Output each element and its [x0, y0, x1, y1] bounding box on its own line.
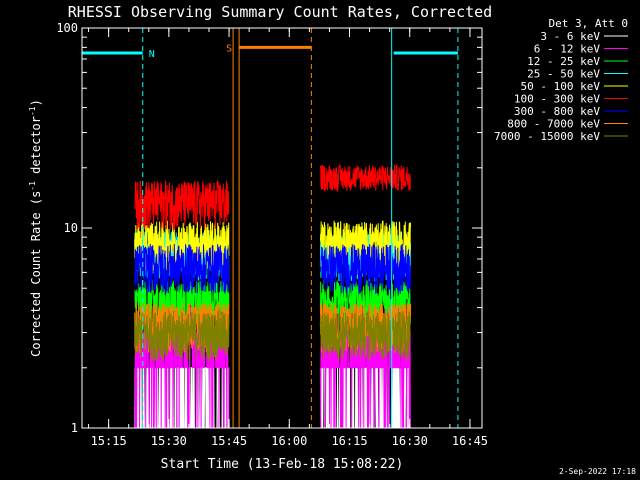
flag-label: N	[149, 49, 155, 60]
x-axis: 15:15 15:30 15:45 16:00 16:15 16:30 16:45	[88, 28, 488, 448]
flag-label: S	[226, 43, 232, 54]
y-axis: 1 10 100	[56, 21, 482, 435]
series-line	[134, 311, 230, 362]
x-tick-label: 15:45	[211, 434, 247, 448]
series-line	[319, 163, 412, 192]
x-tick-label: 16:15	[331, 434, 367, 448]
legend-label: 300 - 800 keV	[514, 105, 600, 118]
x-tick-label: 15:30	[151, 434, 187, 448]
y-axis-label-sup1: -1	[28, 181, 37, 191]
series-polyline	[319, 163, 412, 192]
x-tick-label: 15:15	[91, 434, 127, 448]
legend-item: 12 - 25 keV	[527, 55, 628, 68]
y-axis-label-sup2: -1	[28, 106, 37, 116]
series-line	[134, 243, 230, 294]
series-polyline	[319, 311, 412, 362]
legend-label: 7000 - 15000 keV	[494, 130, 600, 143]
series-line	[319, 311, 412, 362]
x-tick-label: 16:30	[392, 434, 428, 448]
chart-title: RHESSI Observing Summary Count Rates, Co…	[68, 3, 492, 21]
series-line	[134, 179, 230, 231]
legend-label: 800 - 7000 keV	[507, 118, 600, 131]
legend-item: 3 - 6 keV	[540, 30, 628, 43]
legend-item: 25 - 50 keV	[527, 68, 628, 81]
legend-item: 50 - 100 keV	[521, 80, 628, 93]
legend-label: 6 - 12 keV	[534, 43, 601, 56]
x-tick-label: 16:00	[271, 434, 307, 448]
legend-item: 6 - 12 keV	[534, 43, 628, 56]
legend-label: 50 - 100 keV	[521, 80, 601, 93]
legend-item: 7000 - 15000 keV	[494, 130, 628, 143]
series-polyline	[134, 179, 230, 231]
y-axis-label-end: )	[29, 99, 43, 106]
series-polyline	[319, 243, 412, 294]
legend-label: 3 - 6 keV	[540, 30, 600, 43]
series-polyline	[134, 243, 230, 294]
x-tick-label: 16:45	[452, 434, 488, 448]
legend-title: Det 3, Att 0	[549, 17, 628, 30]
date-stamp: 2-Sep-2022 17:18	[559, 467, 636, 476]
y-tick-label: 1	[71, 421, 78, 435]
legend-item: 800 - 7000 keV	[507, 118, 628, 131]
y-axis-label: Corrected Count Rate (s-1 detector-1)	[28, 99, 43, 357]
legend-label: 100 - 300 keV	[514, 93, 600, 106]
flags-layer: NS	[82, 43, 458, 60]
series-layer	[134, 163, 412, 429]
x-axis-label: Start Time (13-Feb-18 15:08:22)	[161, 457, 404, 472]
series-line	[319, 243, 412, 294]
legend-item: 300 - 800 keV	[514, 105, 628, 118]
y-tick-label: 10	[64, 221, 78, 235]
series-line	[319, 302, 412, 353]
series-polyline	[134, 311, 230, 362]
series-polyline	[319, 302, 412, 353]
y-axis-label-mid: detector	[29, 116, 43, 181]
legend-item: 100 - 300 keV	[514, 93, 628, 106]
y-tick-label: 100	[56, 21, 78, 35]
legend-label: 12 - 25 keV	[527, 55, 600, 68]
legend-label: 25 - 50 keV	[527, 68, 600, 81]
y-axis-label-main: Corrected Count Rate (s	[29, 191, 43, 357]
